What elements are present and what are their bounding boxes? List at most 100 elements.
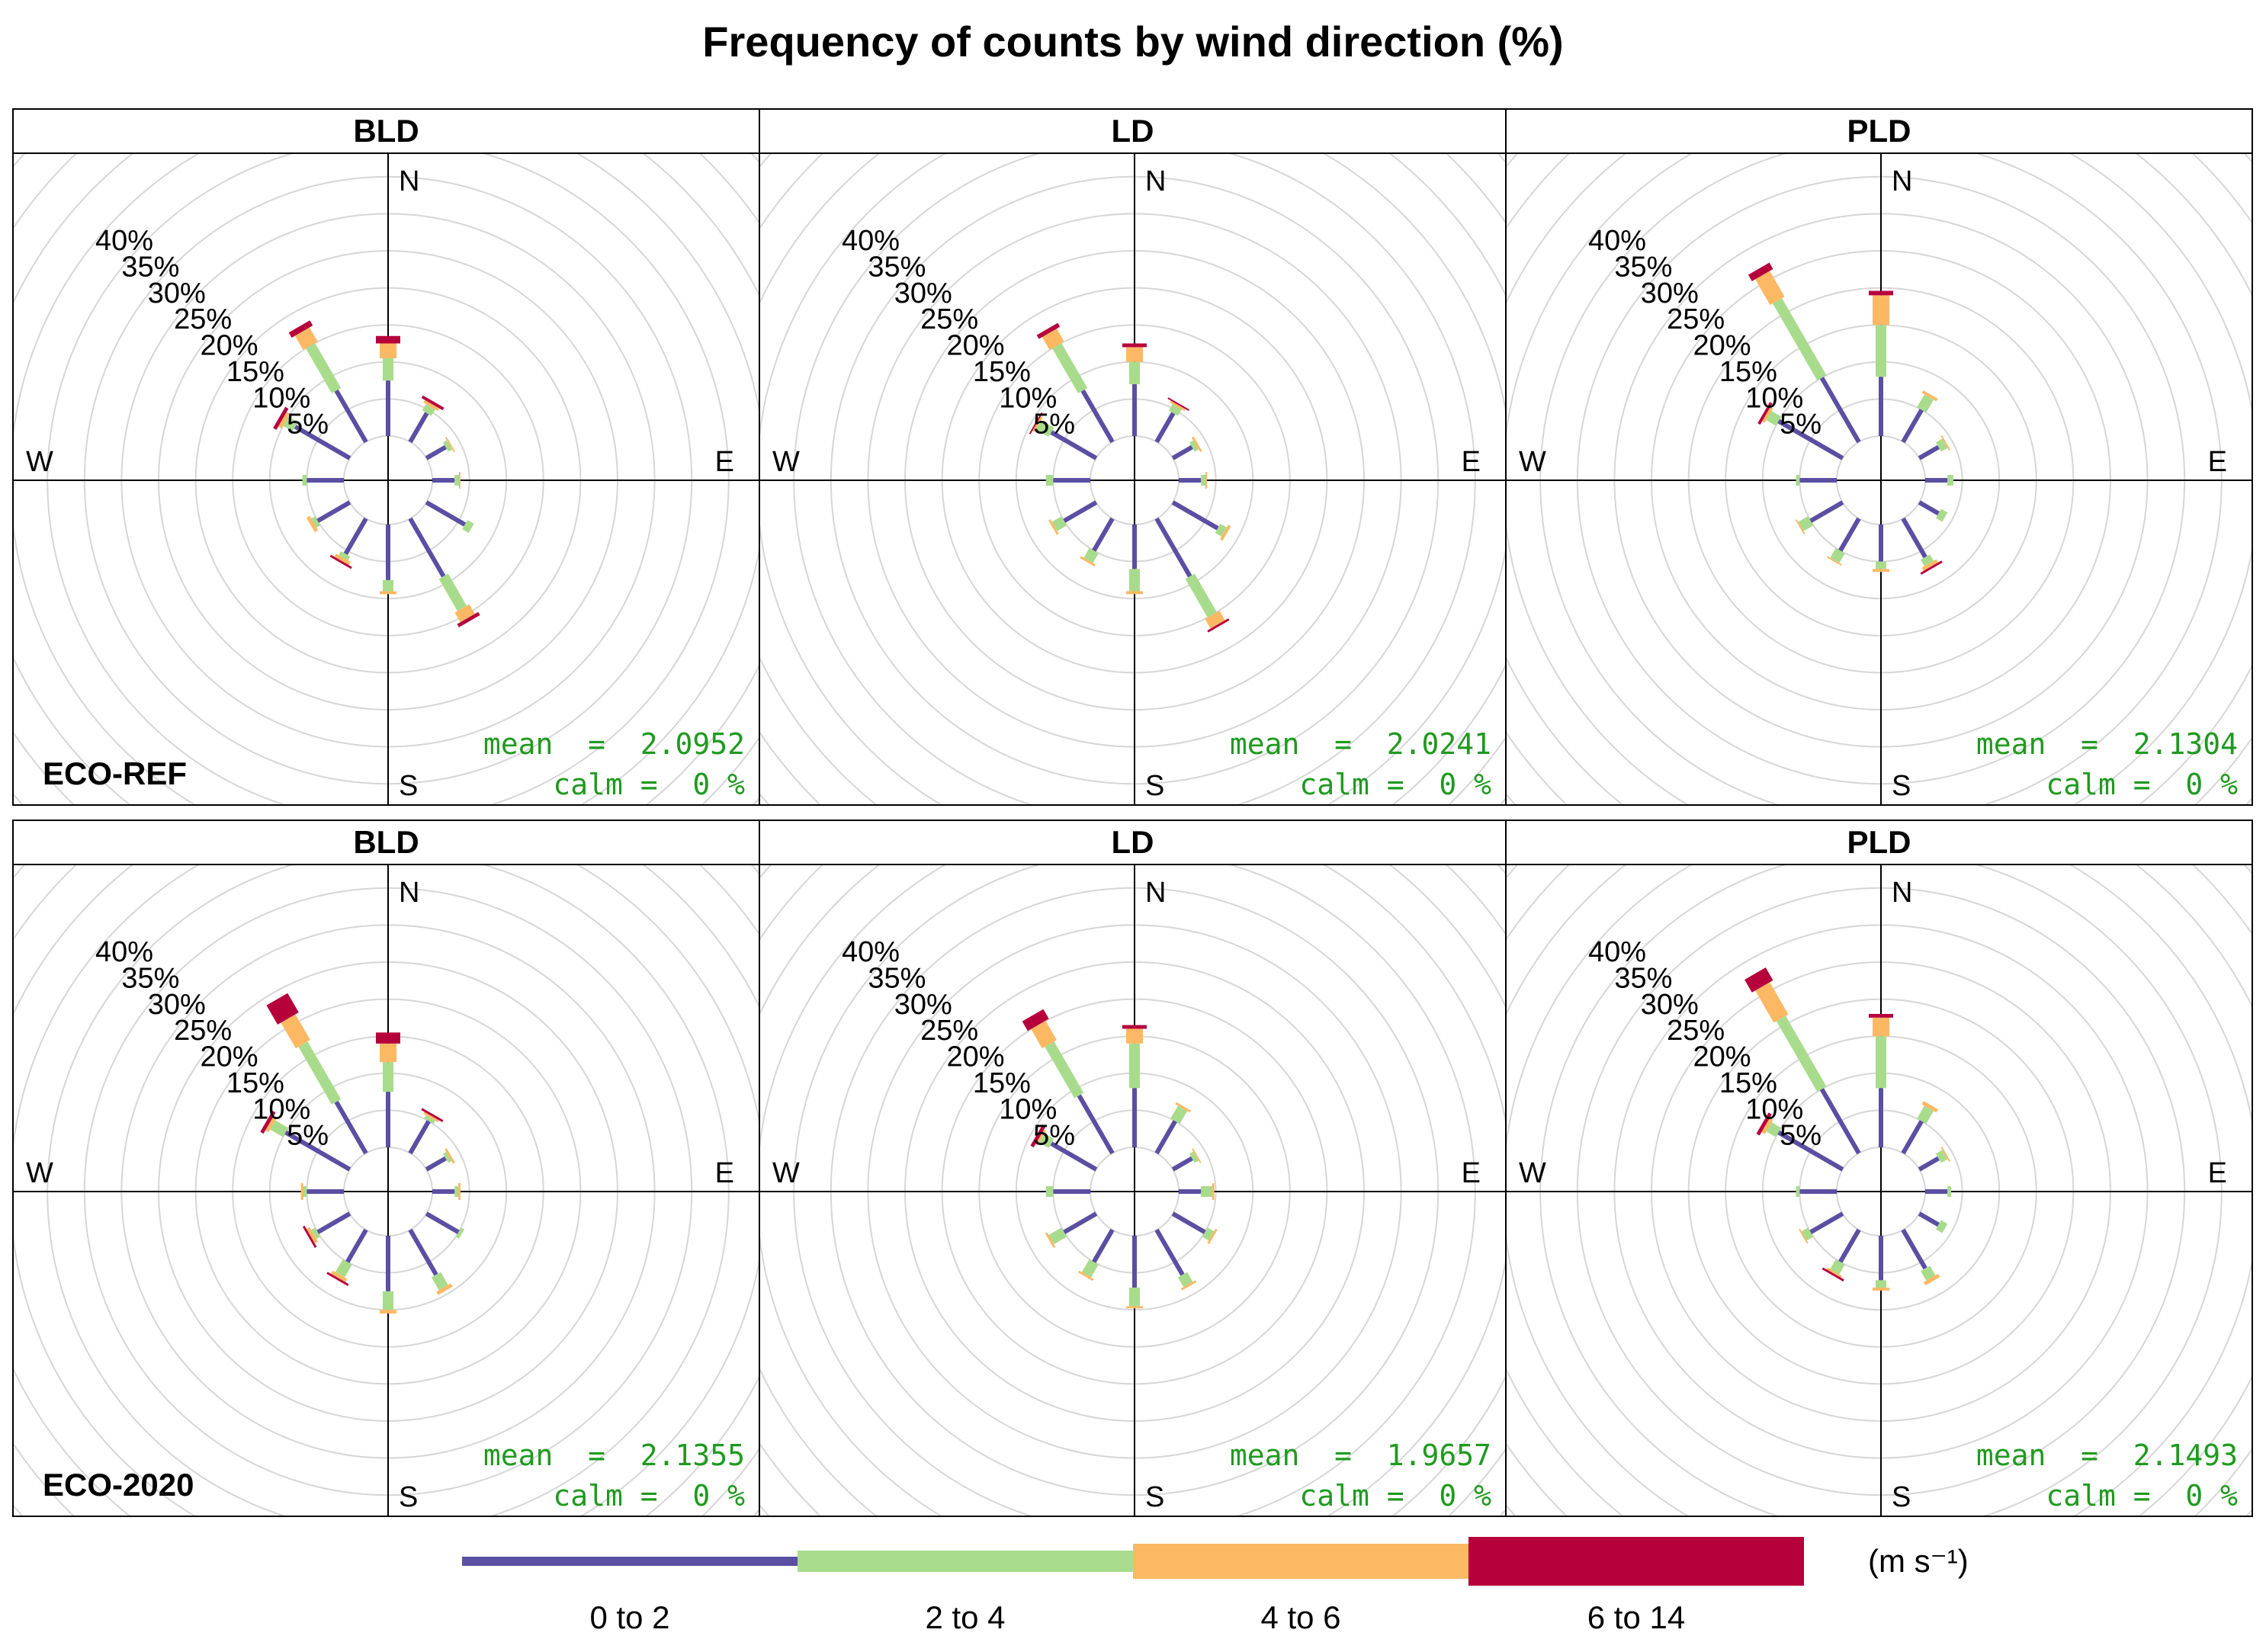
bar-30deg-0-to-2 <box>1154 1120 1177 1155</box>
bar-210deg-0-to-2 <box>1092 517 1115 552</box>
bar-60deg-2-to-4 <box>1189 1151 1199 1163</box>
bar-330deg-6-to-14 <box>1744 967 1773 993</box>
bar-60deg-0-to-2 <box>1171 444 1193 460</box>
compass-e: E <box>715 446 734 478</box>
panel-title: LD <box>760 110 1505 154</box>
mean-value: mean = 2.1304 <box>1976 727 2238 761</box>
compass-s: S <box>1145 770 1164 802</box>
windrose-plot: 5%10%15%20%25%30%35%40% N S W E <box>1507 865 2252 1516</box>
ring-label: 10% <box>1745 382 1803 414</box>
bar-300deg-4-to-6 <box>1761 1118 1773 1134</box>
bar-150deg-4-to-6 <box>1921 559 1938 571</box>
compass-s: S <box>1145 1481 1164 1513</box>
bar-240deg-0-to-2 <box>1809 500 1844 523</box>
bar-30deg-0-to-2 <box>408 1120 431 1155</box>
bar-150deg-2-to-4 <box>1921 554 1934 566</box>
compass-s: S <box>1892 770 1911 802</box>
ring-label: 5% <box>287 409 329 441</box>
calm-value: calm = 0 % <box>2046 1479 2238 1512</box>
ring-label: 20% <box>1693 1041 1751 1073</box>
bar-330deg-4-to-6 <box>1042 329 1064 351</box>
ring-label: 40% <box>95 225 153 257</box>
bar-60deg-0-to-2 <box>425 444 447 460</box>
bar-120deg-0-to-2 <box>1918 500 1940 516</box>
bar-330deg-4-to-6 <box>1755 982 1789 1023</box>
bar-210deg-0-to-2 <box>1092 1228 1115 1263</box>
bar-240deg-2-to-4 <box>1801 1227 1814 1241</box>
bar-150deg-4-to-6 <box>1205 610 1225 629</box>
panel-title: PLD <box>1507 821 2252 865</box>
ring-label: 25% <box>920 1015 978 1047</box>
ring-label: 30% <box>894 989 952 1021</box>
bar-300deg-2-to-4 <box>1766 411 1782 426</box>
panel-title: PLD <box>1507 110 2252 154</box>
compass-n: N <box>1145 877 1166 909</box>
windrose-plot: 5%10%15%20%25%30%35%40% N S W E <box>760 865 1505 1516</box>
ring-label: 30% <box>148 277 206 310</box>
bar-120deg-4-to-6 <box>1207 1228 1218 1245</box>
ring-label: 30% <box>1641 277 1699 310</box>
bar-150deg-6-to-14 <box>457 611 480 627</box>
ring-label: 40% <box>95 936 153 968</box>
calm-value: calm = 0 % <box>553 768 745 801</box>
bar-330deg-4-to-6 <box>1031 1020 1057 1049</box>
ring-label: 10% <box>1745 1093 1803 1125</box>
compass-s: S <box>399 1481 418 1513</box>
bar-240deg-0-to-2 <box>1063 1211 1098 1234</box>
mean-value: mean = 2.1493 <box>1976 1439 2238 1472</box>
bar-210deg-0-to-2 <box>1838 517 1861 552</box>
mean-value: mean = 1.9657 <box>1229 1439 1491 1472</box>
ring-label: 30% <box>1641 989 1699 1021</box>
bar-300deg-6-to-14 <box>1030 1124 1046 1148</box>
calm-value: calm = 0 % <box>1299 768 1491 801</box>
bar-60deg-4-to-6 <box>445 437 455 453</box>
calm-value: calm = 0 % <box>1299 1479 1491 1512</box>
ring-label: 5% <box>1780 409 1821 441</box>
ring-label: 35% <box>121 251 179 283</box>
bar-60deg-2-to-4 <box>442 1151 452 1163</box>
bar-330deg-2-to-4 <box>1773 298 1827 381</box>
bar-60deg-2-to-4 <box>442 440 453 452</box>
bar-210deg-2-to-4 <box>1830 1259 1845 1275</box>
ring-label: 20% <box>946 1041 1004 1073</box>
bar-30deg-4-to-6 <box>1921 390 1938 402</box>
bar-60deg-0-to-2 <box>1918 1156 1940 1172</box>
bar-120deg-0-to-2 <box>1918 1211 1940 1227</box>
ring-label: 25% <box>1667 303 1725 335</box>
ring-label: 15% <box>973 356 1031 388</box>
bar-240deg-0-to-2 <box>1063 500 1098 523</box>
compass-w: W <box>1519 446 1546 478</box>
windrose-plot: 5%10%15%20%25%30%35%40% N S W E <box>14 154 759 804</box>
bar-150deg-2-to-4 <box>431 1272 448 1291</box>
compass-e: E <box>2208 1157 2227 1189</box>
bar-300deg-6-to-14 <box>1029 412 1043 435</box>
mean-value: mean = 2.0241 <box>1229 727 1491 761</box>
bar-300deg-4-to-6 <box>278 412 290 428</box>
mean-value: mean = 2.1355 <box>483 1439 745 1472</box>
bar-330deg-2-to-4 <box>1776 1015 1827 1092</box>
ring-label: 30% <box>148 989 206 1021</box>
bar-330deg-0-to-2 <box>1077 1094 1115 1155</box>
ring-label: 10% <box>252 1093 310 1125</box>
ring-label: 20% <box>200 330 258 362</box>
ring-label: 35% <box>121 962 179 994</box>
bar-60deg-2-to-4 <box>1935 438 1948 452</box>
bar-300deg-6-to-14 <box>273 406 289 430</box>
bar-330deg-4-to-6 <box>1755 271 1785 306</box>
compass-n: N <box>399 877 419 909</box>
bar-60deg-4-to-6 <box>1940 1147 1951 1163</box>
bar-210deg-2-to-4 <box>339 551 351 561</box>
bar-150deg-0-to-2 <box>1901 517 1927 559</box>
ring-label: 40% <box>1588 225 1646 257</box>
bar-240deg-2-to-4 <box>1048 1227 1067 1245</box>
ring-label: 35% <box>1614 251 1672 283</box>
bar-60deg-0-to-2 <box>425 1156 447 1172</box>
ring-label: 5% <box>287 1120 329 1152</box>
windrose-plot: 5%10%15%20%25%30%35%40% N S W E <box>760 154 1505 804</box>
bar-60deg-4-to-6 <box>1940 435 1951 451</box>
bar-300deg-2-to-4 <box>1766 1122 1782 1137</box>
